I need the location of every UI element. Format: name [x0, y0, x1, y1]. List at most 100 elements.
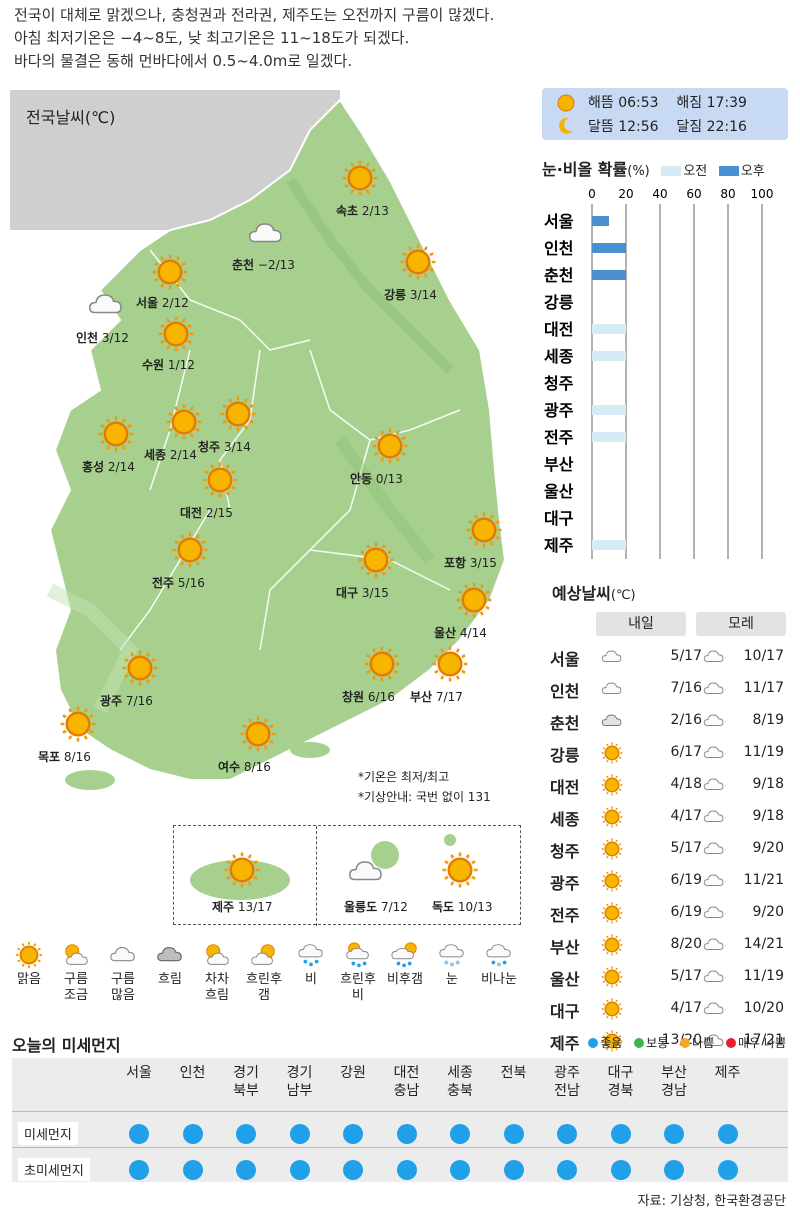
- forecast-city: 강릉: [550, 746, 580, 765]
- legend-pm-label: 오후: [740, 164, 765, 179]
- sun-icon: [98, 416, 134, 452]
- weather-legend-label: 차차 흐림: [205, 972, 229, 1003]
- rain-tick-label: 100: [751, 187, 774, 201]
- dust-legend-good: 좋음: [588, 1036, 622, 1050]
- dust-level-dot: [289, 1160, 310, 1180]
- map-city-marker: [238, 714, 278, 758]
- sun-icon: [220, 396, 256, 432]
- forecast-row: 부산 8/20 14/21: [548, 930, 788, 960]
- map-city-marker: [164, 402, 204, 446]
- forecast-temp-tomorrow: 4/17: [670, 808, 702, 824]
- forecast-city: 전주: [550, 906, 580, 925]
- city-name: 세종: [144, 448, 167, 462]
- forecast-col-tomorrow: 내일: [596, 612, 686, 636]
- map-city-marker: [362, 644, 402, 688]
- city-name: 청주: [198, 440, 221, 454]
- city-name: 대구: [336, 586, 359, 600]
- city-name: 포항: [444, 556, 467, 570]
- city-temp: 4/14: [456, 626, 487, 640]
- dust-level-dot: [343, 1160, 363, 1180]
- dust-legend-bad: 나쁨: [680, 1036, 714, 1050]
- cloud-icon: [703, 1034, 724, 1046]
- dust-legend-verybad: 매우 나쁨: [726, 1036, 786, 1050]
- sunrise-time: 06:53: [618, 95, 659, 111]
- map-city-marker: [96, 414, 136, 458]
- map-city-label: 인천 3/12: [76, 329, 129, 346]
- sun-icon: [601, 1030, 623, 1052]
- forecast-temp-tomorrow: 2/16: [670, 712, 702, 728]
- rain-tick-label: 0: [588, 187, 596, 201]
- city-temp: 2/14: [104, 460, 135, 474]
- dust-title: 오늘의 미세먼지: [12, 1036, 121, 1055]
- island-name: 제주: [212, 900, 235, 914]
- dust-level-dot: [503, 1160, 524, 1180]
- city-temp: 3/15: [466, 556, 497, 570]
- island-name: 울릉도: [344, 900, 378, 914]
- map-city-marker: [120, 648, 160, 692]
- cloud-icon: [703, 874, 724, 886]
- map-city-label: 울산 4/14: [434, 624, 487, 641]
- rain-city-label: 강릉: [544, 293, 574, 312]
- city-temp: 1/12: [164, 358, 195, 372]
- dust-level-dot: [182, 1124, 203, 1144]
- dust-row-label: 미세먼지: [18, 1122, 78, 1145]
- city-temp: 2/13: [358, 204, 389, 218]
- forecast-row: 대전 4/18 9/18: [548, 770, 788, 800]
- sun-icon: [152, 254, 188, 290]
- rain-bar-am: [592, 324, 626, 334]
- forecast-temp-tomorrow: 6/19: [670, 872, 702, 888]
- city-temp: 8/16: [60, 750, 91, 764]
- sun-icon: [601, 934, 623, 956]
- weather-legend-item: 비: [286, 940, 336, 988]
- sun-icon: [202, 462, 238, 498]
- island-label: 제주 13/17: [212, 898, 273, 915]
- forecast-row: 서울 5/17 10/17: [548, 642, 788, 672]
- rain-city-label: 대구: [544, 509, 574, 528]
- map-city-label: 속초 2/13: [336, 202, 389, 219]
- weather-legend-item: 비후갬: [380, 940, 430, 988]
- cloud-icon: [703, 746, 724, 758]
- rain-city-label: 부산: [544, 455, 574, 474]
- map-city-marker: [86, 285, 126, 329]
- forecast-temp-tomorrow: 6/17: [670, 744, 702, 760]
- dust-region-header: 대전 충남: [393, 1065, 420, 1099]
- rain-title-unit: (%): [627, 164, 650, 179]
- forecast-temp-tomorrow: 6/19: [670, 904, 702, 920]
- cloud-icon: [601, 650, 622, 662]
- forecast-row: 대구 4/17 10/20: [548, 994, 788, 1024]
- rain-bar-am: [592, 540, 626, 550]
- dust-region-header: 서울: [126, 1065, 152, 1081]
- sun-icon: [601, 742, 623, 764]
- weather-legend-item: 눈: [427, 940, 477, 988]
- rain-tick-label: 40: [652, 187, 667, 201]
- dust-region-header: 부산 경남: [661, 1065, 687, 1099]
- map-city-label: 홍성 2/14: [82, 458, 135, 475]
- rain-tick-label: 80: [720, 187, 735, 201]
- weather-legend-label: 맑음: [17, 972, 41, 987]
- intro-line: 전국이 대체로 맑겠으나, 충청권과 전라권, 제주도는 오전까지 구름이 많겠…: [14, 6, 495, 24]
- weather-legend-item: 차차 흐림: [192, 940, 242, 1004]
- forecast-temp-dayafter: 17/21: [743, 1032, 784, 1048]
- dust-level-dot: [129, 1124, 149, 1144]
- weather-legend-label: 흐림: [158, 972, 182, 987]
- map-city-marker: [370, 426, 410, 470]
- map-city-label: 춘천 −2/13: [232, 256, 295, 273]
- dust-region-header: 경기 남부: [286, 1065, 313, 1099]
- forecast-temp-dayafter: 10/20: [743, 1000, 784, 1016]
- dust-region-header: 강원: [340, 1065, 366, 1081]
- island-marker: [222, 850, 262, 894]
- ulleungdo-shape: [371, 841, 399, 869]
- map-city-marker: [170, 530, 210, 574]
- forecast-row: 춘천 2/16 8/19: [548, 706, 788, 736]
- dust-level-dot: [664, 1124, 684, 1144]
- city-name: 홍성: [82, 460, 105, 474]
- map-city-label: 수원 1/12: [142, 356, 195, 373]
- sun-moon-box: 해뜸 06:53 해짐 17:39 달뜸 12:56 달짐 22:16: [542, 88, 788, 140]
- rain-snow-icon: [486, 944, 511, 967]
- forecast-temp-dayafter: 9/20: [752, 904, 784, 920]
- moon-icon: [558, 117, 573, 134]
- rain-sun-icon: [391, 942, 417, 968]
- sun-icon: [557, 94, 575, 112]
- sun-icon: [224, 852, 260, 888]
- forecast-temp-tomorrow: 4/17: [670, 1000, 702, 1016]
